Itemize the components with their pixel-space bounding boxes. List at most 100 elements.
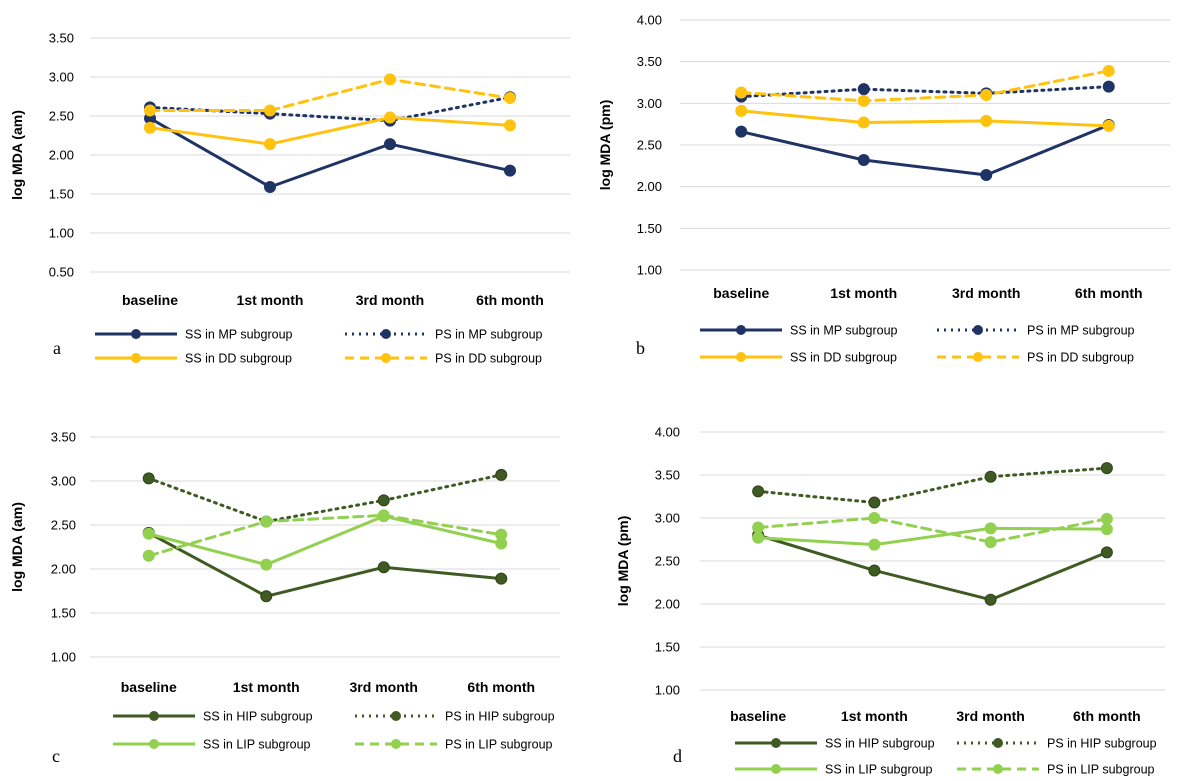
legend-swatch-marker <box>973 325 983 335</box>
x-category-label: 1st month <box>237 292 304 308</box>
data-point-ss-in-hip-subgroup <box>1100 546 1113 559</box>
y-tick-label: 1.50 <box>637 221 662 236</box>
legend-swatch-marker <box>149 711 159 721</box>
legend-swatch-marker <box>771 738 781 748</box>
data-point-ss-in-dd-subgroup <box>264 138 276 151</box>
y-axis-label: log MDA (pm) <box>597 100 613 190</box>
data-point-ps-in-lip-subgroup <box>984 536 997 549</box>
data-point-ss-in-hip-subgroup <box>495 572 508 585</box>
series-line-ps-in-hip-subgroup <box>147 473 503 523</box>
y-axis-label: log MDA (am) <box>9 502 25 592</box>
legend-entry-label: PS in DD subgroup <box>1027 351 1134 365</box>
panel-label: c <box>52 746 60 766</box>
y-tick-label: 1.50 <box>51 606 76 621</box>
series-line-ss-in-hip-subgroup <box>756 533 1109 602</box>
series-line-ss-in-dd-subgroup <box>148 116 512 146</box>
x-category-label: baseline <box>121 679 177 695</box>
legend-swatch-marker <box>993 738 1003 748</box>
legend-entry-label: PS in MP subgroup <box>1027 324 1135 338</box>
data-point-ss-in-lip-subgroup <box>984 522 997 535</box>
data-point-ss-in-mp-subgroup <box>735 125 748 138</box>
x-category-label: 6th month <box>1075 285 1143 301</box>
data-point-ss-in-lip-subgroup <box>142 527 155 540</box>
data-point-ss-in-dd-subgroup <box>857 116 870 129</box>
legend-entry-label: SS in LIP subgroup <box>825 763 933 777</box>
legend: SS in HIP subgroup PS in HIP subgroup SS i… <box>113 710 555 752</box>
series-line-ss-in-mp-subgroup <box>148 116 512 189</box>
legend-entry-label: PS in LIP subgroup <box>445 738 553 752</box>
y-tick-label: 3.50 <box>637 54 662 69</box>
y-tick-label: 2.00 <box>51 562 76 577</box>
y-tick-label: 1.00 <box>637 263 662 278</box>
x-category-label: 6th month <box>1073 708 1141 724</box>
y-tick-label: 1.00 <box>51 650 76 665</box>
panel-label: d <box>673 746 682 766</box>
series-line-ps-in-lip-subgroup <box>756 516 1109 544</box>
x-category-label: 3rd month <box>952 285 1020 301</box>
data-point-ps-in-hip-subgroup <box>752 485 765 498</box>
x-category-label: 1st month <box>830 285 897 301</box>
data-point-ps-in-lip-subgroup <box>752 521 765 534</box>
data-point-ss-in-lip-subgroup <box>868 538 881 551</box>
data-point-ps-in-hip-subgroup <box>1100 462 1113 475</box>
y-tick-label: 3.50 <box>51 430 76 445</box>
x-category-label: baseline <box>122 292 178 308</box>
series-line-ss-in-lip-subgroup <box>756 526 1109 547</box>
x-category-label: 3rd month <box>350 679 418 695</box>
x-category-label: 1st month <box>233 679 300 695</box>
chart-panel-b: 1.00 1.50 2.00 2.50 3.00 3.50 4.00 baseline 1st … <box>597 13 1170 365</box>
x-category-label: baseline <box>713 285 769 301</box>
legend-entry-label: SS in DD subgroup <box>790 351 897 365</box>
legend-swatch-marker <box>736 325 746 335</box>
data-point-ss-in-lip-subgroup <box>1100 523 1113 536</box>
data-point-ps-in-dd-subgroup <box>857 94 870 107</box>
y-tick-label: 2.50 <box>637 138 662 153</box>
legend-entry-label: SS in DD subgroup <box>185 352 292 366</box>
y-tick-label: 1.50 <box>655 640 680 655</box>
data-point-ps-in-lip-subgroup <box>495 528 508 541</box>
series-line-ss-in-hip-subgroup <box>147 531 503 598</box>
x-category-label: baseline <box>730 708 786 724</box>
legend-swatch-marker <box>736 352 746 362</box>
y-tick-label: 3.00 <box>637 96 662 111</box>
legend-entry-label: SS in HIP subgroup <box>825 737 935 751</box>
data-point-ss-in-lip-subgroup <box>752 531 765 544</box>
y-tick-label: 3.00 <box>49 70 74 85</box>
chart-panel-c: 1.00 1.50 2.00 2.50 3.00 3.50 baseline 1st mont… <box>9 430 560 766</box>
data-point-ps-in-lip-subgroup <box>377 509 390 522</box>
data-point-ps-in-mp-subgroup <box>857 83 870 96</box>
x-category-label: 3rd month <box>356 292 424 308</box>
data-point-ps-in-lip-subgroup <box>142 549 155 562</box>
series-line-ss-in-dd-subgroup <box>739 109 1111 128</box>
legend-swatch-marker <box>993 764 1003 774</box>
data-point-ss-in-dd-subgroup <box>735 104 748 117</box>
data-point-ss-in-hip-subgroup <box>984 593 997 606</box>
data-point-ps-in-lip-subgroup <box>260 515 273 528</box>
series-line-ps-in-lip-subgroup <box>147 513 503 558</box>
data-point-ss-in-lip-subgroup <box>260 558 273 571</box>
series-line-ps-in-dd-subgroup <box>148 77 512 113</box>
data-point-ss-in-hip-subgroup <box>260 590 273 603</box>
y-tick-label: 4.00 <box>655 425 680 440</box>
legend-entry-label: SS in MP subgroup <box>790 324 898 338</box>
y-tick-label: 2.00 <box>655 597 680 612</box>
series-line-ps-in-dd-subgroup <box>739 69 1111 103</box>
legend-swatch-marker <box>131 353 141 363</box>
series-line-ps-in-hip-subgroup <box>756 466 1109 505</box>
legend-swatch-marker <box>391 739 401 749</box>
x-category-label: 1st month <box>841 708 908 724</box>
y-tick-label: 2.50 <box>49 109 74 124</box>
y-axis-label: log MDA (pm) <box>615 516 631 606</box>
legend-swatch-marker <box>149 739 159 749</box>
data-point-ps-in-dd-subgroup <box>980 89 993 101</box>
legend-entry-label: PS in LIP subgroup <box>1047 763 1155 777</box>
data-point-ps-in-lip-subgroup <box>1100 512 1113 525</box>
y-tick-label: 2.50 <box>655 554 680 569</box>
legend-entry-label: SS in LIP subgroup <box>203 738 311 752</box>
data-point-ss-in-dd-subgroup <box>1102 119 1115 132</box>
y-tick-label: 4.00 <box>637 13 662 28</box>
legend-swatch-marker <box>771 764 781 774</box>
x-category-label: 3rd month <box>956 708 1024 724</box>
data-point-ss-in-dd-subgroup <box>144 121 156 134</box>
